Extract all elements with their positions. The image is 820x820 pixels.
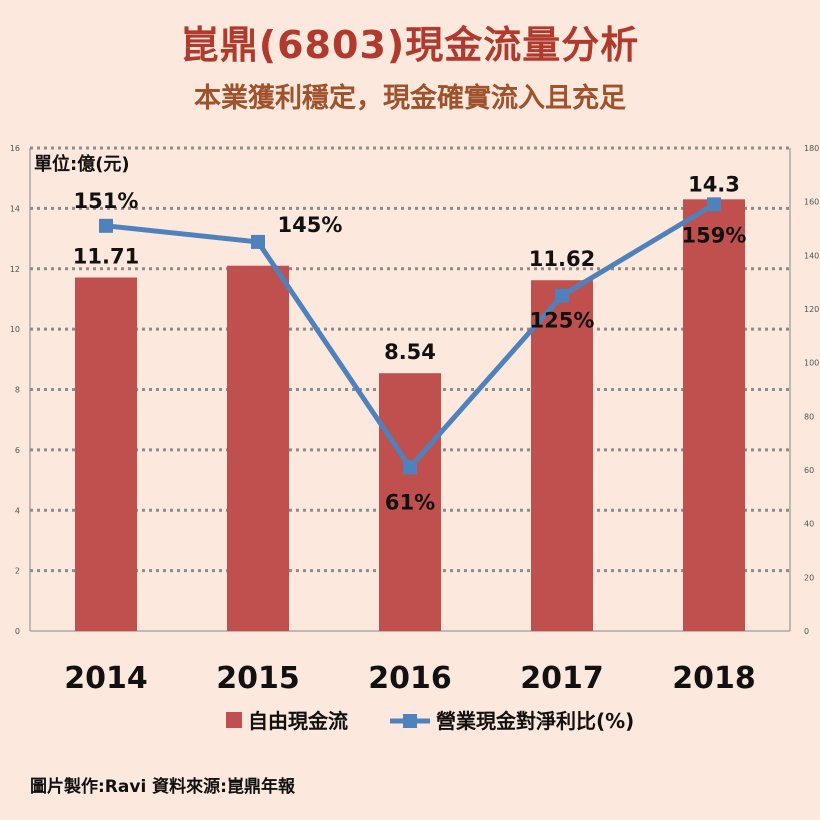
page-title: 崑鼎(6803)現金流量分析: [180, 23, 640, 67]
y-tick-left: 10: [10, 325, 20, 334]
x-tick-label: 2016: [368, 661, 452, 696]
bar-data-label: 8.54: [384, 340, 436, 364]
legend-line-marker: [403, 714, 417, 728]
ratio-marker: [555, 288, 569, 303]
line-data-label: 159%: [682, 223, 747, 247]
bar: [379, 373, 441, 631]
x-tick-label: 2018: [672, 661, 756, 696]
ratio-marker: [251, 234, 265, 249]
x-tick-label: 2017: [520, 661, 604, 696]
bar: [683, 199, 745, 631]
bar-data-label: 14.3: [688, 172, 740, 196]
y-tick-right: 120: [804, 305, 819, 314]
page-subtitle: 本業獲利穩定，現金確實流入且充足: [194, 83, 626, 114]
ratio-marker: [707, 197, 721, 212]
bar: [75, 277, 137, 631]
y-tick-left: 8: [15, 386, 20, 395]
y-tick-right: 180: [804, 144, 819, 153]
legend-line-label: 營業現金對淨利比(%): [436, 709, 634, 733]
bar-data-label: 11.71: [73, 245, 139, 269]
y-tick-left: 2: [15, 567, 20, 576]
y-tick-left: 4: [15, 506, 20, 515]
y-tick-left: 0: [15, 627, 20, 636]
y-tick-right: 20: [804, 573, 814, 582]
cash-flow-chart: 0246810121416020406080100120140160180201…: [10, 144, 819, 733]
y-tick-right: 60: [804, 466, 814, 475]
x-tick-label: 2015: [216, 661, 300, 696]
line-data-label: 125%: [530, 309, 595, 333]
y-tick-left: 14: [10, 204, 20, 213]
y-tick-left: 6: [15, 446, 20, 455]
bar: [531, 280, 593, 631]
y-tick-left: 12: [10, 265, 20, 274]
x-tick-label: 2014: [64, 661, 148, 696]
y-tick-left: 16: [10, 144, 20, 153]
y-tick-right: 0: [804, 627, 809, 636]
legend-bar-swatch: [226, 712, 242, 728]
unit-label: 單位:億(元): [34, 153, 130, 175]
y-tick-right: 100: [804, 359, 819, 368]
y-tick-right: 160: [804, 198, 819, 207]
y-tick-right: 40: [804, 520, 814, 529]
ratio-marker: [99, 218, 113, 233]
line-data-label: 151%: [74, 189, 139, 213]
footer-credit: 圖片製作:Ravi 資料來源:崑鼎年報: [30, 777, 295, 797]
line-data-label: 61%: [385, 490, 435, 514]
line-data-label: 145%: [278, 213, 343, 237]
bar: [227, 265, 289, 631]
legend-bar-label: 自由現金流: [248, 709, 348, 733]
ratio-marker: [403, 460, 417, 475]
bar-data-label: 11.62: [529, 247, 595, 271]
y-tick-right: 140: [804, 251, 819, 260]
y-tick-right: 80: [804, 412, 814, 421]
